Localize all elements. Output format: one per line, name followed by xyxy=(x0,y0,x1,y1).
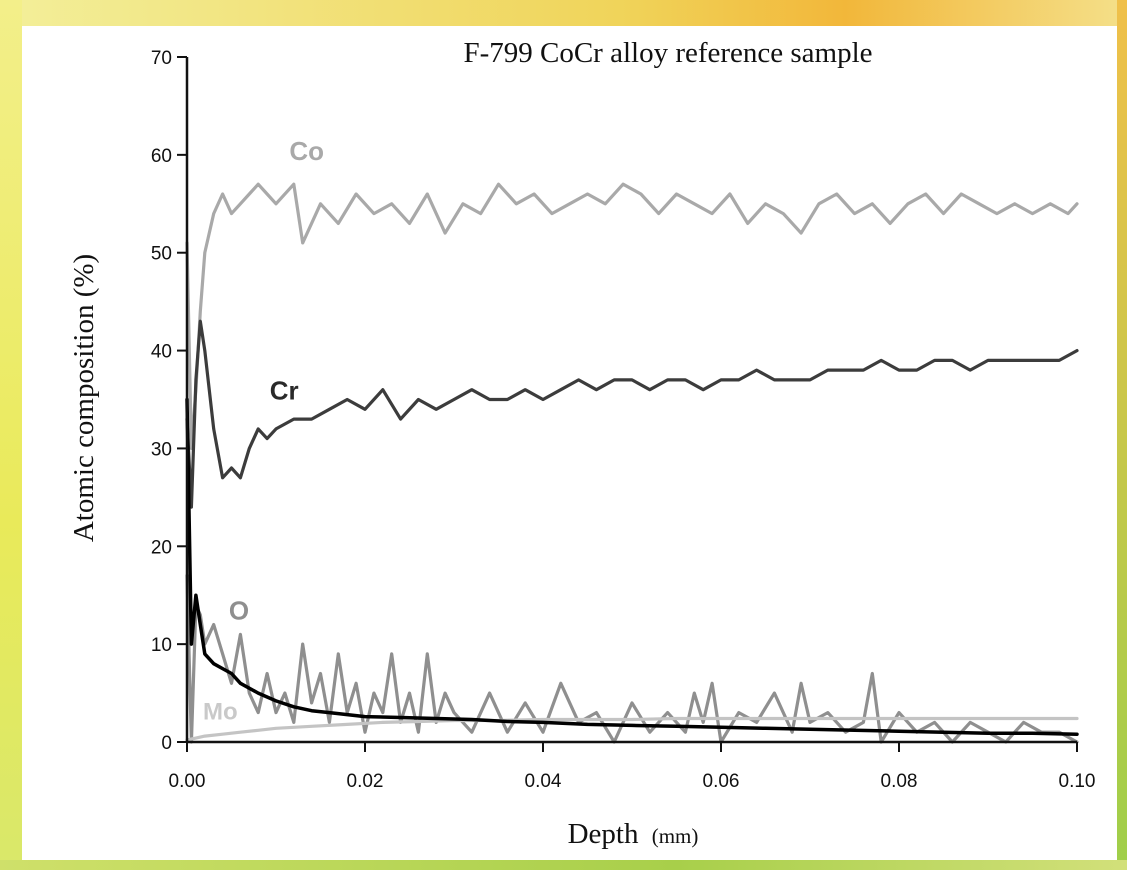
x-tick-label: 0.08 xyxy=(881,771,918,792)
y-tick-label: 20 xyxy=(151,537,172,558)
x-tick-label: 0.10 xyxy=(1059,771,1096,792)
series-line-co xyxy=(185,182,1079,450)
x-tick-label: 0.04 xyxy=(525,771,562,792)
x-axis-label-text: Depth xyxy=(568,818,639,850)
series-label-cr: Cr xyxy=(270,376,299,406)
series-label-co: Co xyxy=(289,136,324,166)
y-tick-label: 40 xyxy=(151,342,172,363)
y-tick-label: 60 xyxy=(151,146,172,167)
slide-frame-left xyxy=(0,0,22,870)
y-tick-label: 10 xyxy=(151,635,172,656)
axes-layer: 0 10 20 30 40 50 60 70 0.00 0.02 0.04 0.06 0.08 0.10 xyxy=(151,48,1096,792)
x-tick-label: 0.00 xyxy=(169,771,206,792)
chart-title: F-799 CoCr alloy reference sample xyxy=(463,37,872,69)
series-line-o xyxy=(185,573,1079,744)
x-axis-label: Depth (mm) xyxy=(568,818,699,850)
y-axis-label: Atomic composition (%) xyxy=(68,254,100,542)
x-tick-label: 0.02 xyxy=(347,771,384,792)
series-layer xyxy=(185,182,1079,744)
y-tick-label: 50 xyxy=(151,244,172,265)
slide-frame-bottom xyxy=(0,860,1127,870)
series-label-layer: Co Cr O Mo xyxy=(203,136,324,726)
y-tick-label: 30 xyxy=(151,439,172,460)
series-line-cr xyxy=(185,319,1079,509)
x-tick-label: 0.06 xyxy=(703,771,740,792)
series-label-o: O xyxy=(229,596,249,626)
slide-frame-top xyxy=(0,0,1127,26)
series-line-mo xyxy=(185,716,1079,742)
slide-frame-right xyxy=(1117,0,1127,870)
series-label-mo: Mo xyxy=(203,698,238,725)
y-tick-label: 70 xyxy=(151,48,172,69)
series-line-5 xyxy=(185,397,1079,736)
x-axis-unit: (mm) xyxy=(652,824,699,848)
y-tick-label: 0 xyxy=(161,733,172,754)
